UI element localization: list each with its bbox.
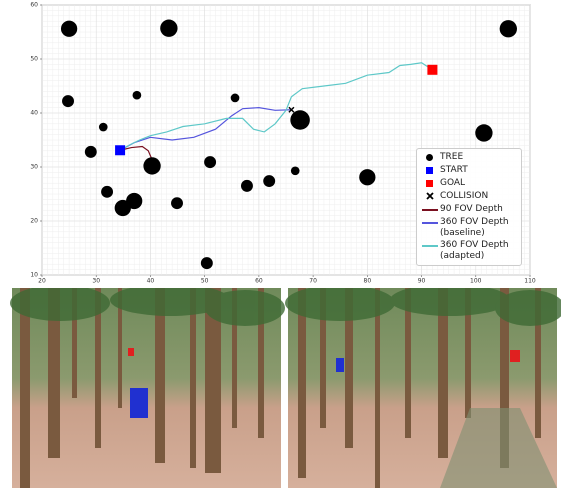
marker-square	[427, 65, 437, 75]
marker-square	[115, 145, 125, 155]
tree	[231, 94, 240, 103]
legend-entry: 360 FOV Depth (adapted)	[420, 240, 518, 262]
legend-label: 90 FOV Depth	[440, 204, 503, 215]
left-photo	[10, 288, 285, 488]
x-tick-label: 80	[364, 278, 372, 285]
tree	[99, 123, 108, 132]
legend-entry: COLLISION	[420, 191, 518, 203]
tree	[85, 146, 97, 158]
tree	[241, 180, 253, 192]
tree	[204, 156, 216, 168]
legend-symbol	[420, 178, 440, 190]
legend-symbol	[420, 152, 440, 164]
legend-label: GOAL	[440, 178, 465, 189]
y-tick-label: 30	[30, 164, 38, 171]
y-tick-label: 60	[30, 2, 38, 9]
legend-symbol	[420, 204, 440, 216]
tree	[62, 95, 74, 107]
legend-label: START	[440, 165, 468, 176]
legend-label: 360 FOV Depth (baseline)	[440, 217, 509, 239]
x-tick-label: 60	[255, 278, 263, 285]
tree	[143, 157, 160, 174]
x-tick-label: 50	[201, 278, 209, 285]
legend: TREE START GOAL COLLISION 90 FOV Depth 360 FO…	[416, 148, 522, 266]
legend-symbol	[420, 240, 440, 252]
tree	[500, 20, 517, 37]
tree	[115, 200, 131, 216]
tree	[263, 175, 275, 187]
legend-entry: START	[420, 165, 518, 177]
x-tick-label: 70	[309, 278, 317, 285]
tree	[475, 124, 492, 141]
legend-label: TREE	[440, 152, 463, 163]
legend-entry: TREE	[420, 152, 518, 164]
y-tick-label: 50	[30, 56, 38, 63]
tree	[171, 197, 183, 209]
legend-symbol	[420, 165, 440, 177]
tree	[290, 110, 310, 130]
tree	[291, 166, 300, 175]
y-tick-label: 40	[30, 110, 38, 117]
tree	[61, 21, 77, 37]
photos	[0, 288, 561, 490]
right-photo	[285, 288, 561, 488]
x-tick-label: 100	[470, 278, 482, 285]
x-tick-label: 110	[524, 278, 536, 285]
legend-symbol	[420, 191, 440, 203]
x-tick-label: 20	[38, 278, 46, 285]
x-tick-label: 90	[418, 278, 426, 285]
tree	[160, 20, 177, 37]
tree	[133, 91, 142, 100]
page: {"chart_data": {"type": "scatter", "xlim…	[0, 0, 561, 490]
x-tick-label: 40	[147, 278, 155, 285]
legend-symbol	[420, 217, 440, 229]
legend-entry: 90 FOV Depth	[420, 204, 518, 216]
y-tick-label: 20	[30, 218, 38, 225]
legend-label: 360 FOV Depth (adapted)	[440, 240, 509, 262]
legend-entry: 360 FOV Depth (baseline)	[420, 217, 518, 239]
x-tick-label: 30	[92, 278, 100, 285]
legend-label: COLLISION	[440, 191, 488, 202]
tree	[201, 257, 213, 269]
tree	[101, 186, 113, 198]
y-tick-label: 10	[30, 272, 38, 279]
legend-entry: GOAL	[420, 178, 518, 190]
tree	[359, 169, 375, 185]
